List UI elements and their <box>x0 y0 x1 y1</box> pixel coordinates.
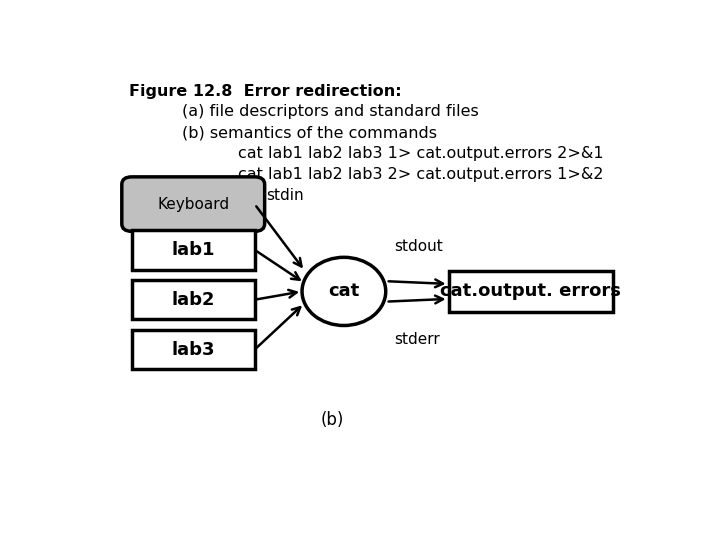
FancyBboxPatch shape <box>132 280 255 320</box>
Text: cat lab1 lab2 lab3 2> cat.output.errors 1>&2: cat lab1 lab2 lab3 2> cat.output.errors … <box>238 167 603 181</box>
Text: cat lab1 lab2 lab3 1> cat.output.errors 2>&1: cat lab1 lab2 lab3 1> cat.output.errors … <box>238 146 603 161</box>
Text: lab3: lab3 <box>171 341 215 359</box>
Text: lab2: lab2 <box>171 291 215 309</box>
Text: (b): (b) <box>321 411 344 429</box>
Text: cat.output. errors: cat.output. errors <box>441 282 621 300</box>
Text: lab1: lab1 <box>171 241 215 259</box>
Text: Figure 12.8  Error redirection:: Figure 12.8 Error redirection: <box>129 84 402 98</box>
Text: (a) file descriptors and standard files: (a) file descriptors and standard files <box>182 104 479 119</box>
Text: cat: cat <box>328 282 359 300</box>
FancyBboxPatch shape <box>122 177 265 231</box>
FancyBboxPatch shape <box>449 271 613 312</box>
FancyBboxPatch shape <box>132 230 255 269</box>
Text: (b) semantics of the commands: (b) semantics of the commands <box>182 125 437 140</box>
FancyBboxPatch shape <box>132 330 255 369</box>
Text: stdout: stdout <box>394 239 443 254</box>
Text: Keyboard: Keyboard <box>157 197 229 212</box>
Text: stdin: stdin <box>266 188 303 203</box>
Text: stderr: stderr <box>394 332 440 347</box>
Ellipse shape <box>302 258 386 326</box>
